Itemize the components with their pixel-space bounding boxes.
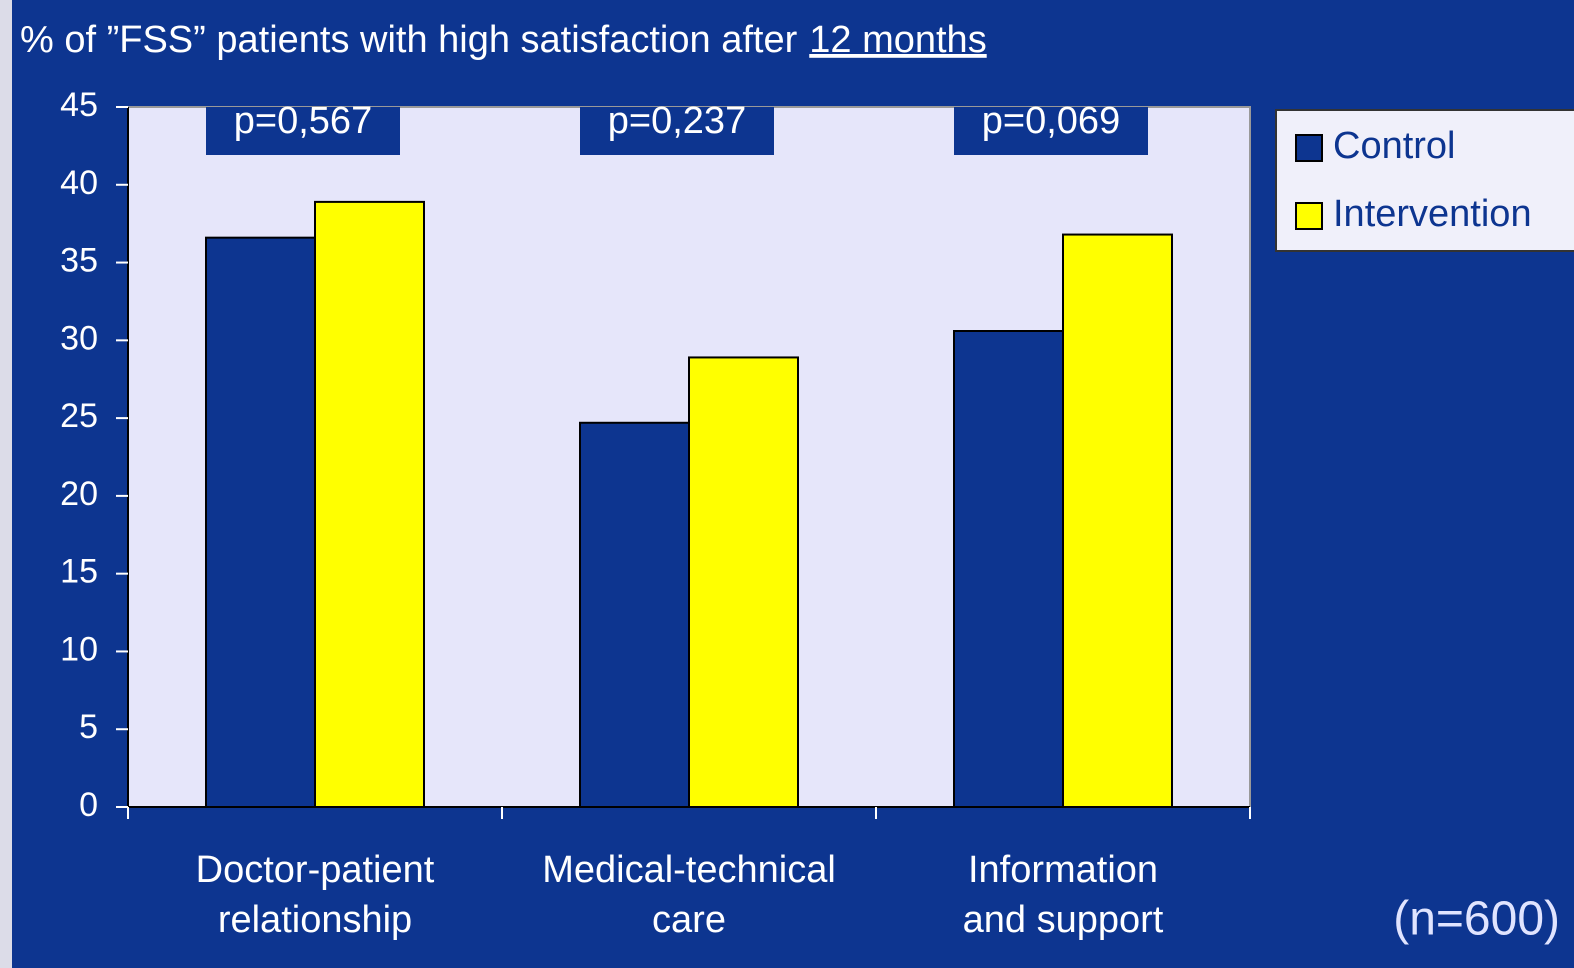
bar — [314, 200, 425, 808]
legend-swatch — [1295, 202, 1323, 230]
y-tick-label: 10 — [60, 630, 98, 668]
title-text: % of ”FSS” patients with high satisfacti… — [20, 19, 798, 61]
x-tick-label: Doctor-patient relationship — [196, 849, 435, 941]
annotation: p=0,567 — [234, 100, 372, 142]
legend-label: Intervention — [1333, 193, 1532, 235]
y-tick-label: 45 — [60, 86, 98, 124]
bar — [579, 421, 690, 808]
y-tick-label: 5 — [79, 708, 98, 746]
y-tick-label: 0 — [79, 786, 98, 824]
x-tick-label-line: care — [652, 899, 726, 941]
legend-box — [1275, 109, 1574, 252]
x-tick-label: Information and support — [963, 849, 1164, 941]
y-tick-label: 35 — [60, 242, 98, 280]
chart-title: % of ”FSS” patients with high satisfacti… — [20, 19, 987, 61]
y-tick-label: 30 — [60, 319, 98, 357]
annotation-box — [954, 107, 1148, 155]
bar — [1062, 233, 1173, 809]
y-tick-label: 20 — [60, 475, 98, 513]
x-tick-label-line: Medical-technical — [542, 849, 836, 891]
annotation: p=0,069 — [982, 100, 1120, 142]
x-tick-label: Medical-technical care — [542, 849, 836, 941]
x-tick-label-line: Doctor-patient — [196, 849, 435, 891]
bar — [205, 236, 316, 808]
bar — [953, 330, 1064, 808]
legend-label: Control — [1333, 125, 1456, 167]
annotation-box — [206, 107, 400, 155]
bar — [688, 356, 799, 808]
x-tick-label-line: Information — [968, 849, 1158, 891]
annotation: p=0,237 — [608, 100, 746, 142]
left-edge — [0, 0, 12, 968]
y-tick-label: 15 — [60, 553, 98, 591]
legend-swatch — [1295, 134, 1323, 162]
y-tick-label: 25 — [60, 397, 98, 435]
annotation-box — [580, 107, 774, 155]
x-tick-label-line: and support — [963, 899, 1164, 941]
title-underlined: 12 months — [809, 19, 986, 61]
y-tick-label: 40 — [60, 164, 98, 202]
note: (n=600) — [1393, 893, 1560, 946]
x-tick-label-line: relationship — [218, 899, 412, 941]
